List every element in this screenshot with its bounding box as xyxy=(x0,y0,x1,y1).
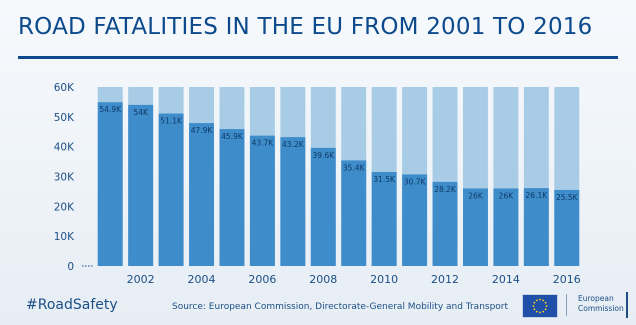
x-tick-label: 2012 xyxy=(431,273,459,286)
y-tick-label: 60K xyxy=(54,82,75,94)
logo-line-1: European xyxy=(578,294,614,303)
bar-2002 xyxy=(128,104,154,267)
data-label: 43.7K xyxy=(252,139,275,148)
data-label: 45.9K xyxy=(221,132,244,141)
european-commission-logo: European Commission xyxy=(522,292,632,320)
x-tick-label: 2008 xyxy=(309,273,337,286)
data-label: 28.2K xyxy=(434,185,457,194)
bar-chart: 0 10K 20K 30K 40K 50K 60K 54.9K 54K 51.1K 47.9K 45… xyxy=(54,82,581,286)
bar-2006 xyxy=(249,135,275,266)
y-tick-label: 10K xyxy=(54,231,75,243)
title-underline xyxy=(18,56,618,59)
logo-divider xyxy=(566,294,567,316)
data-label: 54K xyxy=(133,108,149,117)
flag-star xyxy=(545,305,548,307)
x-tick-label: 2002 xyxy=(127,273,155,286)
flag-star xyxy=(535,310,538,313)
data-label: 35.4K xyxy=(343,163,366,172)
y-tick-label: 30K xyxy=(54,172,75,184)
bar-2014 xyxy=(493,188,519,266)
flag-star xyxy=(539,298,541,301)
x-tick-label: 2004 xyxy=(188,273,216,286)
flag-star xyxy=(542,310,545,313)
data-label: 43.2K xyxy=(282,140,305,149)
data-label: 30.7K xyxy=(404,177,427,186)
flag-star xyxy=(542,299,545,302)
bar-2016 xyxy=(554,189,580,266)
flag-star xyxy=(544,308,547,311)
x-tick-label: 2014 xyxy=(492,273,520,286)
logo-bar xyxy=(626,292,628,318)
bar-2003 xyxy=(158,113,184,266)
y-tick-label: 40K xyxy=(54,142,75,154)
data-label: 26.1K xyxy=(526,191,549,200)
y-tick-label: 0 xyxy=(67,261,74,273)
x-tick-label: 2010 xyxy=(370,273,398,286)
data-label: 25.5K xyxy=(556,193,579,202)
bar-2013 xyxy=(462,188,488,266)
flag-star xyxy=(532,305,535,307)
flag-star xyxy=(539,311,541,314)
data-label: 54.9K xyxy=(99,105,122,114)
source-note: Source: European Commission, Directorate… xyxy=(172,302,509,312)
flag-star xyxy=(544,301,547,304)
data-label: 31.5K xyxy=(373,175,396,184)
y-tick-label: 20K xyxy=(54,201,75,213)
bar-2001 xyxy=(97,102,123,266)
chart-title: ROAD FATALITIES IN THE EU FROM 2001 TO 2… xyxy=(18,14,593,40)
y-tick-label: 50K xyxy=(54,112,75,124)
bar-2007 xyxy=(280,137,306,266)
data-label: 26K xyxy=(499,191,515,200)
bar-2004 xyxy=(189,123,215,267)
data-label: 26K xyxy=(468,191,484,200)
y-axis: 0 10K 20K 30K 40K 50K 60K xyxy=(54,82,93,273)
logo-line-2: Commission xyxy=(578,304,624,313)
eu-flag-icon xyxy=(522,294,558,318)
bar-2010 xyxy=(371,172,397,266)
bar-2009 xyxy=(341,160,367,266)
x-axis: 2002 2004 2006 2008 2010 2012 2014 2016 xyxy=(127,273,581,286)
x-tick-label: 2006 xyxy=(248,273,276,286)
flag-star xyxy=(533,308,536,311)
bar-2011 xyxy=(402,174,428,266)
x-tick-label: 2016 xyxy=(553,273,581,286)
data-label: 51.1K xyxy=(160,117,183,126)
bar-2005 xyxy=(219,129,245,266)
flag-star xyxy=(535,299,538,302)
bars: 54.9K 54K 51.1K 47.9K 45.9K 43.7K 43.2K 39.6K 35… xyxy=(97,87,580,267)
data-label: 47.9K xyxy=(191,126,214,135)
bar-2008 xyxy=(310,147,336,266)
hashtag: #RoadSafety xyxy=(26,297,118,313)
logo-text: European Commission xyxy=(578,294,624,314)
data-label: 39.6K xyxy=(312,151,335,160)
flag-star xyxy=(533,301,536,304)
bar-2012 xyxy=(432,181,458,266)
bar-2015 xyxy=(523,188,549,266)
